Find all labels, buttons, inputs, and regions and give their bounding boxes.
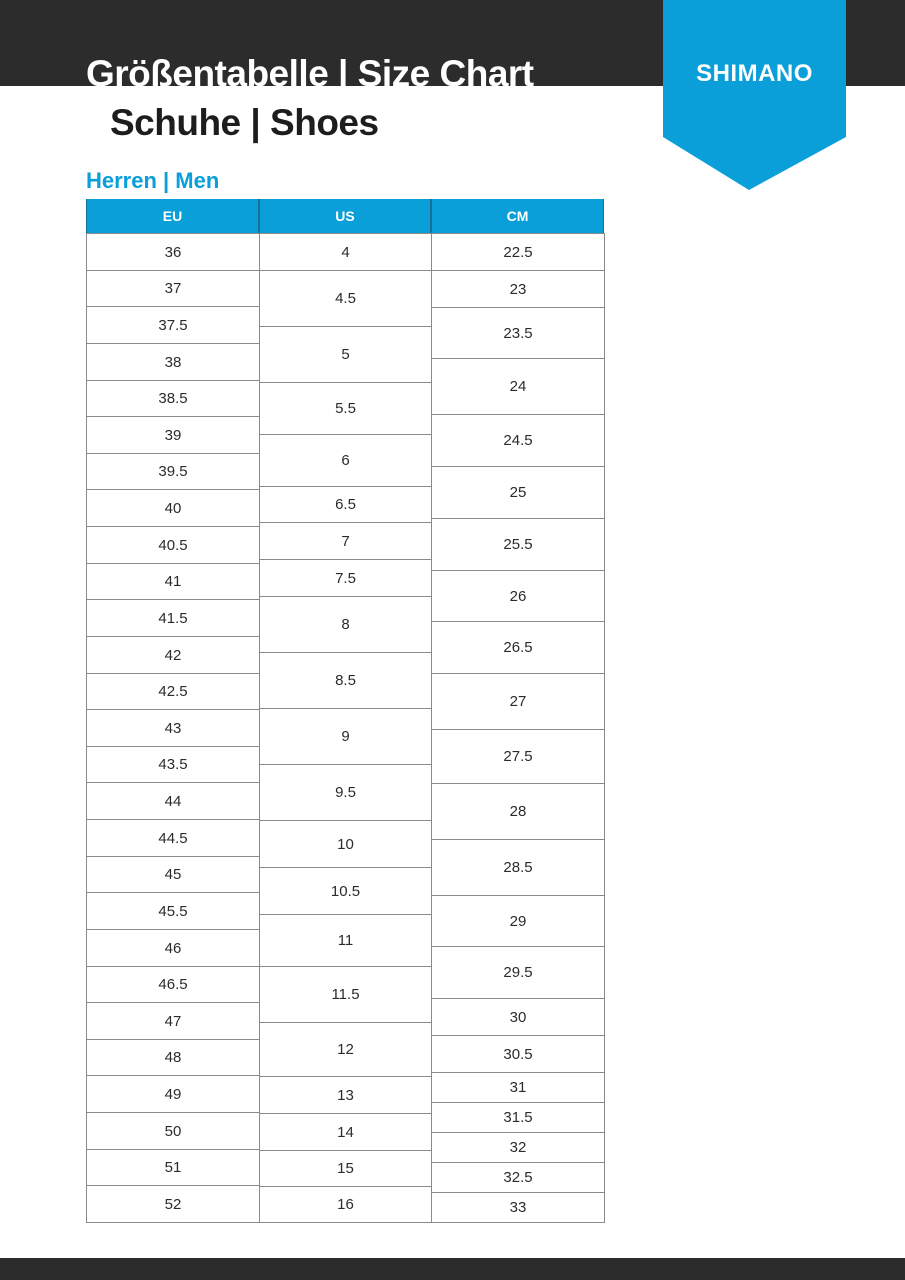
table-cell-cm: 33	[431, 1192, 605, 1223]
table-cell-us: 10.5	[259, 867, 432, 915]
table-cell-eu: 39	[86, 416, 260, 454]
table-cell-us: 7.5	[259, 559, 432, 597]
table-cell-cm: 25	[431, 466, 605, 519]
table-cell-us: 5	[259, 326, 432, 383]
table-cell-eu: 44	[86, 782, 260, 820]
brand-banner	[663, 0, 846, 190]
table-cell-us: 9.5	[259, 764, 432, 821]
table-cell-eu: 46.5	[86, 966, 260, 1003]
table-cell-us: 4	[259, 233, 432, 271]
table-cell-us: 10	[259, 820, 432, 868]
table-cell-cm: 29.5	[431, 946, 605, 999]
table-cell-eu: 38.5	[86, 380, 260, 417]
table-cell-cm: 27.5	[431, 729, 605, 784]
table-cell-cm: 31.5	[431, 1102, 605, 1133]
table-cell-us: 8	[259, 596, 432, 653]
shimano-logo: SHIMANO	[696, 60, 813, 87]
table-cell-cm: 30.5	[431, 1035, 605, 1073]
table-cell-eu: 42	[86, 636, 260, 674]
table-cell-eu: 43	[86, 709, 260, 747]
table-cell-us: 5.5	[259, 382, 432, 435]
table-cell-eu: 41	[86, 563, 260, 600]
table-cell-us: 15	[259, 1150, 432, 1187]
table-cell-eu: 49	[86, 1075, 260, 1113]
table-cell-eu: 43.5	[86, 746, 260, 783]
column-header-us: US	[259, 199, 431, 233]
table-cell-eu: 41.5	[86, 599, 260, 637]
table-cell-us: 12	[259, 1022, 432, 1077]
table-cell-cm: 28	[431, 783, 605, 840]
table-cell-us: 16	[259, 1186, 432, 1223]
table-cell-eu: 44.5	[86, 819, 260, 857]
table-cell-cm: 32	[431, 1132, 605, 1163]
table-cell-eu: 39.5	[86, 453, 260, 490]
table-cell-cm: 26	[431, 570, 605, 622]
table-cell-eu: 38	[86, 343, 260, 381]
column-header-cm: CM	[431, 199, 604, 233]
table-cell-us: 4.5	[259, 270, 432, 327]
table-cell-eu: 40	[86, 489, 260, 527]
page-title: Größentabelle | Size Chart	[86, 53, 534, 86]
table-cell-cm: 26.5	[431, 621, 605, 674]
table-cell-us: 11.5	[259, 966, 432, 1023]
table-cell-eu: 50	[86, 1112, 260, 1150]
section-title: Herren | Men	[86, 168, 220, 193]
table-cell-us: 6.5	[259, 486, 432, 523]
table-cell-cm: 24	[431, 358, 605, 415]
table-cell-cm: 30	[431, 998, 605, 1036]
column-header-eu: EU	[86, 199, 259, 233]
table-cell-eu: 52	[86, 1185, 260, 1223]
table-cell-us: 9	[259, 708, 432, 765]
table-cell-eu: 36	[86, 233, 260, 271]
table-cell-cm: 28.5	[431, 839, 605, 896]
table-cell-cm: 23	[431, 270, 605, 308]
table-cell-us: 6	[259, 434, 432, 487]
table-cell-cm: 32.5	[431, 1162, 605, 1193]
table-cell-eu: 45.5	[86, 892, 260, 930]
footer-band	[0, 1258, 905, 1280]
table-cell-cm: 27	[431, 673, 605, 730]
table-cell-cm: 22.5	[431, 233, 605, 271]
table-cell-us: 8.5	[259, 652, 432, 709]
table-cell-eu: 47	[86, 1002, 260, 1040]
table-cell-eu: 40.5	[86, 526, 260, 564]
table-cell-cm: 29	[431, 895, 605, 947]
table-cell-us: 11	[259, 914, 432, 967]
table-cell-cm: 23.5	[431, 307, 605, 359]
table-cell-eu: 42.5	[86, 673, 260, 710]
table-cell-cm: 25.5	[431, 518, 605, 571]
table-cell-eu: 45	[86, 856, 260, 893]
table-cell-eu: 51	[86, 1149, 260, 1186]
table-cell-us: 7	[259, 522, 432, 560]
table-cell-us: 13	[259, 1076, 432, 1114]
table-cell-eu: 37.5	[86, 306, 260, 344]
table-cell-us: 14	[259, 1113, 432, 1151]
table-cell-eu: 48	[86, 1039, 260, 1076]
table-cell-eu: 46	[86, 929, 260, 967]
table-cell-eu: 37	[86, 270, 260, 307]
page-subtitle: Schuhe | Shoes	[110, 102, 379, 143]
table-cell-cm: 31	[431, 1072, 605, 1103]
table-cell-cm: 24.5	[431, 414, 605, 467]
